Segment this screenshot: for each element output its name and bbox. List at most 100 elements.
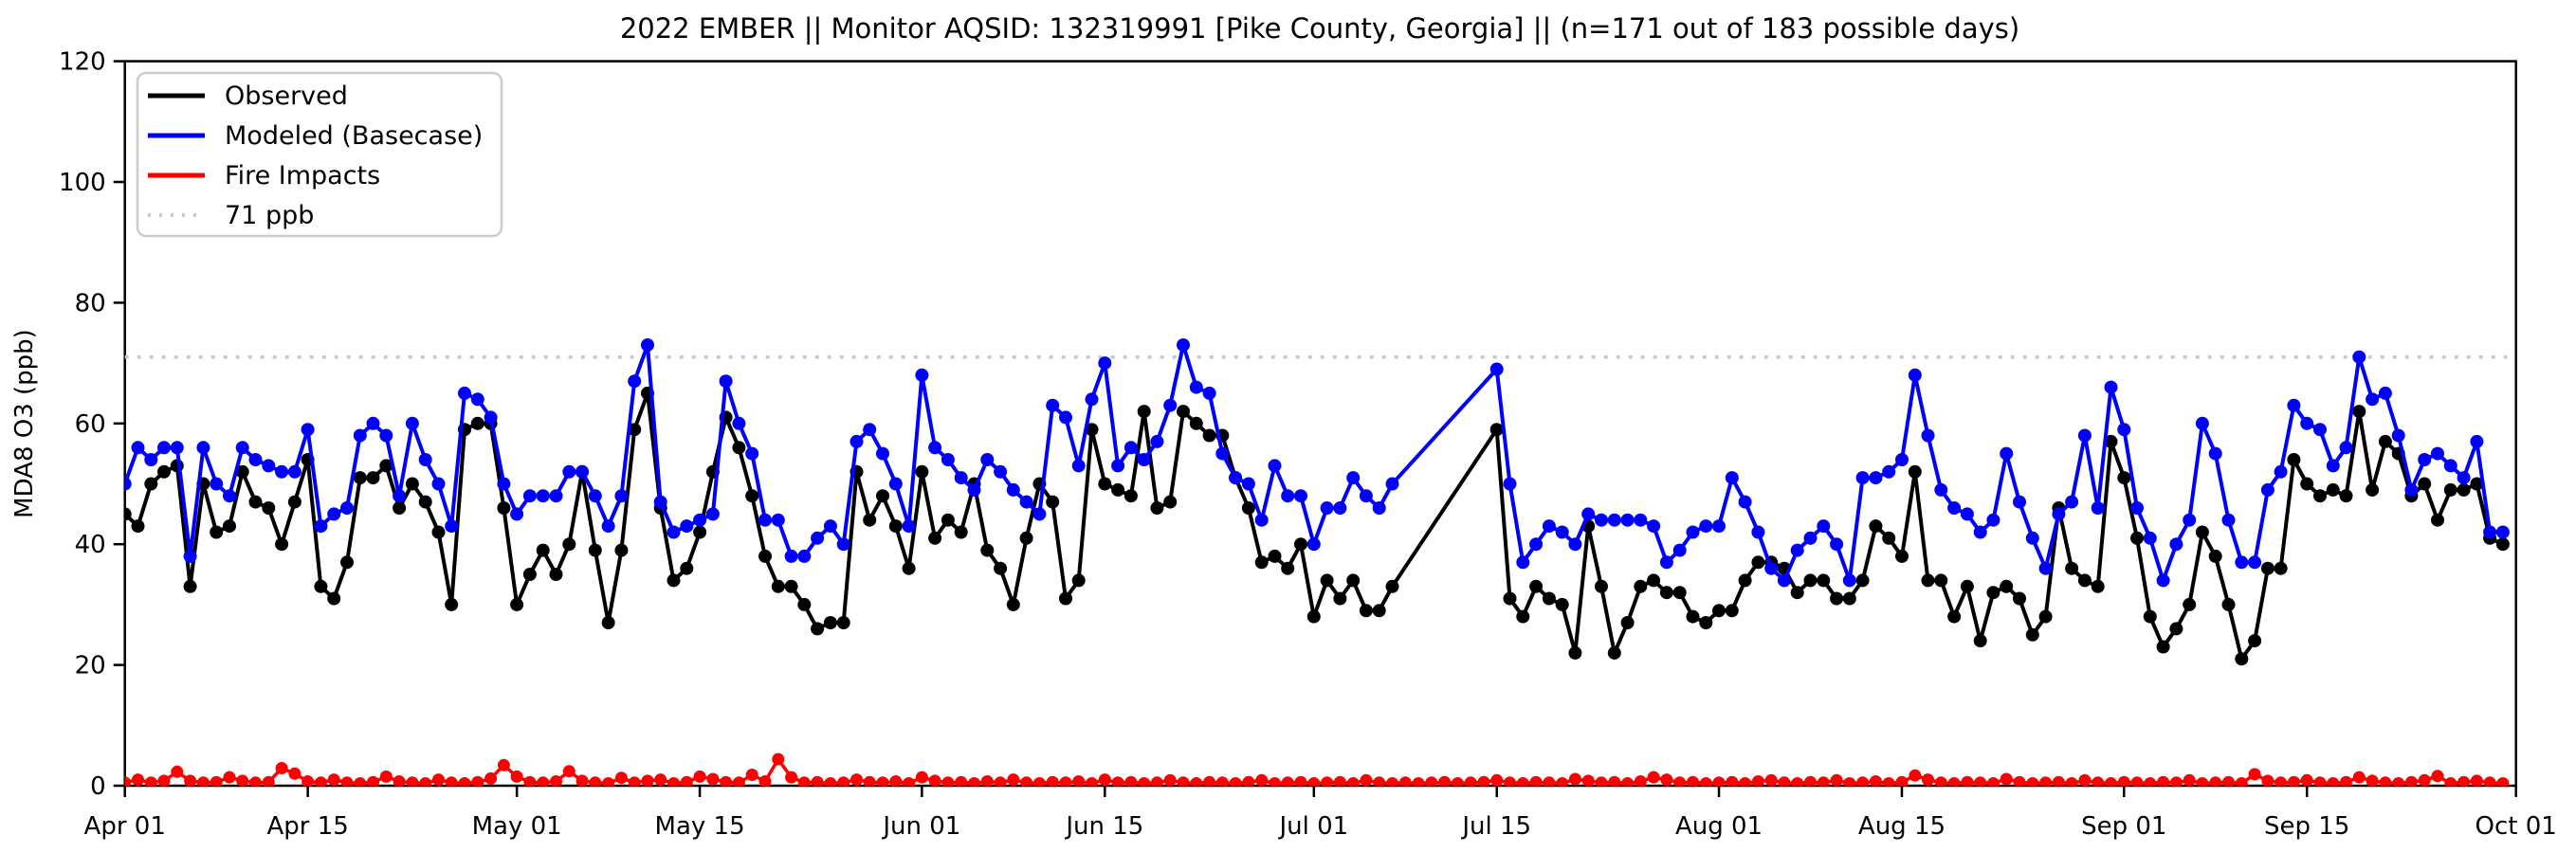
modeled-marker <box>641 338 654 352</box>
modeled-marker <box>1764 561 1779 575</box>
fire-marker <box>2026 777 2039 787</box>
fire-marker <box>1386 777 1398 787</box>
fire-marker <box>1869 775 1882 787</box>
observed-marker <box>1986 586 2001 600</box>
x-tick-label: Oct 01 <box>2476 812 2557 841</box>
modeled-marker <box>1855 471 1870 485</box>
modeled-marker <box>1268 459 1282 473</box>
modeled-marker <box>2260 482 2275 497</box>
modeled-marker <box>2431 446 2444 461</box>
observed-marker <box>2287 453 2301 466</box>
modeled-marker <box>1241 477 1255 491</box>
fire-marker <box>1516 777 1529 787</box>
observed-marker <box>1751 555 1765 570</box>
modeled-marker <box>1346 471 1361 485</box>
modeled-marker <box>2156 573 2170 588</box>
observed-marker <box>1254 555 1269 570</box>
fire-marker <box>693 770 706 783</box>
fire-marker <box>2157 775 2170 787</box>
fire-marker <box>132 773 144 787</box>
observed-marker <box>418 495 432 509</box>
observed-marker <box>811 622 825 636</box>
fire-marker <box>262 775 275 787</box>
fire-impacts-series <box>124 753 2510 787</box>
x-axis: Apr 01 Apr 15 May 01 May 15 Jun 01 Jun 15 Jul … <box>84 786 2557 841</box>
observed-marker <box>758 549 772 563</box>
fire-marker <box>2340 775 2352 787</box>
observed-marker <box>745 489 759 503</box>
observed-marker <box>2195 525 2209 539</box>
fire-marker <box>2065 777 2078 787</box>
legend-label-threshold: 71 ppb <box>225 201 314 230</box>
modeled-marker <box>340 501 354 515</box>
modeled-marker <box>2300 416 2314 430</box>
observed-marker <box>1960 579 1974 593</box>
modeled-marker <box>1895 453 1909 466</box>
observed-marker <box>275 537 289 552</box>
observed-marker <box>1163 495 1178 509</box>
observed-marker <box>1359 604 1373 618</box>
fire-marker <box>1059 776 1072 787</box>
fire-marker <box>1086 777 1098 787</box>
modeled-marker <box>2000 446 2014 461</box>
fire-marker <box>2275 776 2288 787</box>
x-tick-label: Jul 01 <box>1277 812 1348 841</box>
modeled-marker <box>131 441 145 455</box>
observed-marker <box>1855 573 1870 588</box>
modeled-marker <box>2404 482 2419 497</box>
fire-marker <box>1673 776 1687 787</box>
fire-marker <box>393 775 406 787</box>
observed-marker <box>2000 579 2014 593</box>
fire-marker <box>863 775 876 787</box>
fire-marker <box>171 765 184 778</box>
y-tick-label: 20 <box>75 652 106 681</box>
observed-marker <box>1647 573 1661 588</box>
fire-marker <box>980 775 994 787</box>
observed-marker <box>888 519 903 534</box>
modeled-marker <box>1908 368 1922 382</box>
modeled-marker <box>353 428 367 443</box>
fire-marker <box>1699 777 1712 787</box>
modeled-marker <box>2313 423 2327 437</box>
fire-marker <box>1568 772 1581 786</box>
observed-marker <box>1947 609 1962 624</box>
modeled-marker <box>1790 543 1804 557</box>
observed-marker <box>954 525 968 539</box>
fire-marker <box>275 762 288 774</box>
legend-label-modeled: Modeled (Basecase) <box>225 121 483 151</box>
modeled-marker <box>2143 531 2157 545</box>
modeled-marker <box>758 513 772 527</box>
modeled-marker <box>2378 386 2392 400</box>
fire-marker <box>288 767 301 780</box>
observed-marker <box>379 459 393 473</box>
modeled-marker <box>183 549 197 563</box>
observed-marker <box>2366 482 2380 497</box>
modeled-marker <box>248 453 263 466</box>
observed-marker <box>405 477 419 491</box>
fire-marker <box>550 775 562 787</box>
observed-marker <box>1241 501 1255 515</box>
modeled-marker <box>1803 531 1818 545</box>
modeled-marker <box>1659 555 1673 570</box>
observed-marker <box>131 519 145 534</box>
chart-title: 2022 EMBER || Monitor AQSID: 132319991 [… <box>620 12 2019 45</box>
observed-marker <box>1908 464 1922 479</box>
fire-marker <box>941 776 955 787</box>
fire-marker <box>955 775 968 787</box>
fire-marker <box>811 775 824 787</box>
fire-marker <box>2117 775 2130 787</box>
observed-marker <box>1333 591 1347 606</box>
modeled-marker <box>2470 434 2484 448</box>
legend-label-observed: Observed <box>225 82 348 111</box>
fire-marker <box>1242 775 1255 787</box>
fire-marker <box>1974 776 1987 787</box>
observed-marker <box>680 561 694 575</box>
fire-marker <box>2457 775 2471 787</box>
fire-marker <box>1961 775 1974 787</box>
observed-marker <box>1489 423 1504 437</box>
observed-marker <box>1503 591 1517 606</box>
modeled-marker <box>2391 428 2405 443</box>
fire-marker <box>745 769 758 781</box>
fire-marker <box>2444 777 2457 787</box>
modeled-marker <box>562 464 576 479</box>
